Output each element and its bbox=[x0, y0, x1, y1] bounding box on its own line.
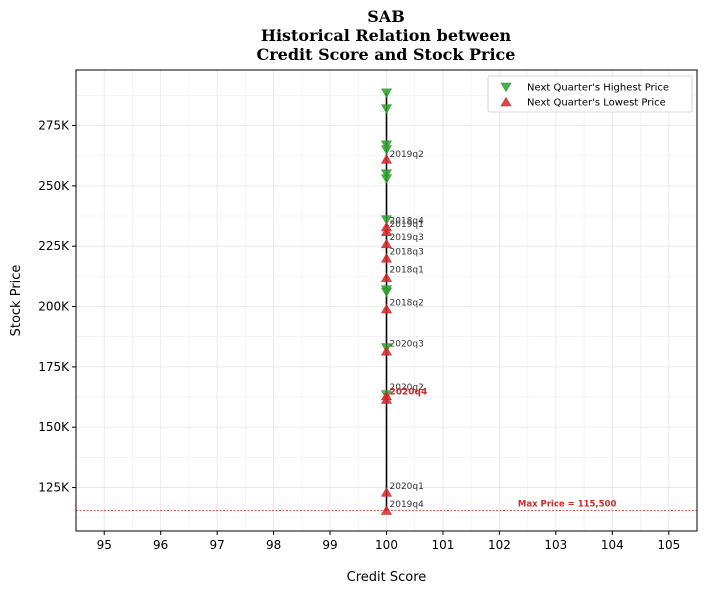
legend: Next Quarter's Highest Price Next Quarter… bbox=[487, 75, 693, 113]
chart-title-line: Historical Relation between bbox=[261, 26, 512, 45]
max-price-label: Max Price = 115,500 bbox=[518, 499, 617, 509]
data-markers bbox=[380, 88, 393, 515]
quarter-label: 2019q3 bbox=[390, 233, 424, 243]
x-tick-label: 104 bbox=[601, 538, 624, 552]
x-axis-label: Credit Score bbox=[347, 570, 427, 585]
x-tick-label: 95 bbox=[97, 538, 112, 552]
chart-title-line: Credit Score and Stock Price bbox=[257, 45, 516, 64]
lowest-price-marker bbox=[380, 303, 393, 314]
x-tick-label: 98 bbox=[266, 538, 281, 552]
lowest-price-marker bbox=[380, 346, 393, 356]
chart-title-line: SAB bbox=[367, 7, 405, 26]
highest-price-marker bbox=[380, 140, 393, 150]
y-tick-label: 275K bbox=[38, 119, 70, 133]
legend-label: Next Quarter's Lowest Price bbox=[527, 98, 666, 109]
quarter-label: 2020q4 bbox=[390, 388, 428, 398]
lowest-price-marker bbox=[380, 487, 393, 497]
legend-box bbox=[487, 75, 693, 113]
y-tick-label: 200K bbox=[38, 300, 70, 314]
quarter-label: 2019q2 bbox=[390, 150, 424, 160]
y-tick-label: 250K bbox=[38, 179, 70, 193]
quarter-label: 2020q2 bbox=[390, 383, 424, 393]
x-tick-label: 96 bbox=[153, 538, 168, 552]
y-tick-label: 150K bbox=[38, 420, 70, 434]
lowest-price-marker bbox=[380, 505, 393, 515]
x-tick-label: 97 bbox=[209, 538, 224, 552]
x-axis-ticks: 95 96 97 98 99 100 101 102 103 104 105 bbox=[97, 531, 680, 552]
quarter-label: 2020q3 bbox=[390, 339, 424, 349]
x-tick-label: 102 bbox=[488, 538, 511, 552]
quarter-label: 2018q1 bbox=[390, 266, 424, 276]
highest-price-marker bbox=[380, 169, 393, 179]
lowest-price-marker bbox=[380, 253, 393, 263]
y-tick-label: 125K bbox=[38, 481, 70, 495]
highest-price-marker bbox=[380, 215, 393, 225]
highest-price-marker bbox=[380, 145, 393, 155]
quarter-label: 2018q4 bbox=[390, 216, 425, 226]
lowest-price-marker bbox=[380, 272, 393, 282]
lowest-price-marker bbox=[380, 394, 393, 404]
lowest-price-marker bbox=[380, 238, 393, 249]
highest-price-marker bbox=[380, 287, 393, 298]
highest-price-marker bbox=[380, 104, 393, 114]
legend-marker bbox=[500, 96, 512, 107]
y-axis-label: Stock Price bbox=[9, 265, 24, 337]
y-tick-label: 225K bbox=[38, 239, 70, 253]
quarter-label: 2018q3 bbox=[390, 248, 424, 258]
highest-price-marker bbox=[380, 88, 393, 99]
highest-price-marker bbox=[380, 174, 393, 184]
lowest-price-marker bbox=[380, 226, 393, 237]
x-tick-label: 105 bbox=[657, 538, 680, 552]
y-tick-label: 175K bbox=[38, 360, 70, 374]
legend-marker bbox=[500, 82, 512, 93]
lowest-price-marker bbox=[380, 154, 393, 164]
x-tick-label: 99 bbox=[322, 538, 337, 552]
quarter-label: 2019q4 bbox=[390, 500, 425, 510]
y-axis-ticks: 125K 150K 175K 200K 225K 250K 275K bbox=[38, 119, 76, 495]
max-price-line: Max Price = 115,500 bbox=[76, 499, 697, 511]
quarter-label: 2020q1 bbox=[390, 482, 424, 492]
x-tick-label: 103 bbox=[544, 538, 567, 552]
x-tick-label: 101 bbox=[432, 538, 455, 552]
quarter-label: 2019q1 bbox=[390, 220, 424, 230]
legend-label: Next Quarter's Highest Price bbox=[527, 83, 669, 94]
x-tick-label: 100 bbox=[375, 538, 398, 552]
quarter-label: 2018q2 bbox=[390, 298, 424, 308]
